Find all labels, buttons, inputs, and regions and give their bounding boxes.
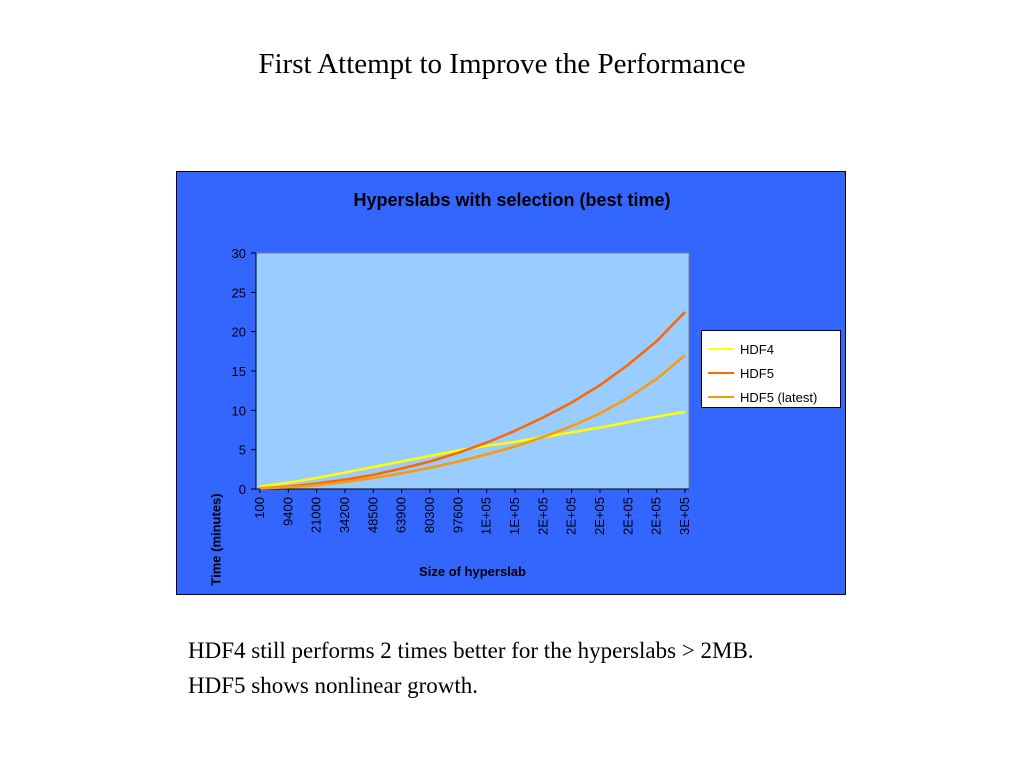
x-tick-label: 9400 [280,497,295,526]
x-tick-label: 80300 [422,497,437,533]
y-tick-label: 30 [232,246,246,261]
legend-label-hdf5-latest: HDF5 (latest) [740,389,818,405]
y-tick-label: 15 [232,364,246,379]
x-axis-label: Size of hyperslab [419,564,526,579]
y-tick-label: 5 [239,443,246,458]
x-tick-label: 97600 [450,497,465,533]
x-tick-label: 2E+05 [564,497,579,535]
legend-label-hdf4: HDF4 [740,341,774,357]
caption-line-1: HDF4 still performs 2 times better for t… [188,638,754,663]
chart-legend: HDF4 HDF5 HDF5 (latest) [701,330,841,408]
x-tick-label: 21000 [309,497,324,533]
x-tick-label: 48500 [365,497,380,533]
caption-line-2: HDF5 shows nonlinear growth. [188,673,479,698]
chart-title: Hyperslabs with selection (best time) [353,190,671,210]
series-line-hdf5-latest [259,354,686,490]
y-tick-label: 0 [239,482,246,497]
legend-item-hdf5: HDF5 [702,361,840,385]
y-tick-label: 10 [232,403,246,418]
legend-label-hdf5: HDF5 [740,365,774,381]
legend-swatch-hdf5 [708,372,734,374]
series-line-hdf5 [259,311,686,490]
legend-item-hdf4: HDF4 [702,337,840,361]
slide-title: First Attempt to Improve the Performance [258,48,746,80]
x-tick-label: 1E+05 [479,497,494,535]
legend-swatch-hdf5-latest [708,396,734,398]
line-chart: 0 5 10 15 20 25 30 100 9400 21000 34200 48500 63900 8… [232,246,692,535]
y-tick-label: 25 [232,285,246,300]
x-tick-label: 2E+05 [592,497,607,535]
x-tick-label: 1E+05 [507,497,522,535]
x-tick-label: 2E+05 [620,497,635,535]
x-tick-label: 2E+05 [649,497,664,535]
y-tick-label: 20 [232,325,246,340]
x-tick-label: 63900 [394,497,409,533]
y-axis-label: Time (minutes) [208,493,224,586]
legend-swatch-hdf4 [708,348,734,350]
legend-item-hdf5-latest: HDF5 (latest) [702,385,840,409]
x-tick-label: 34200 [337,497,352,533]
x-tick-label: 100 [252,497,267,519]
plot-area [255,252,690,490]
slide-caption: HDF4 still performs 2 times better for t… [188,633,988,703]
x-tick-label: 3E+05 [677,497,692,535]
x-tick-label: 2E+05 [535,497,550,535]
